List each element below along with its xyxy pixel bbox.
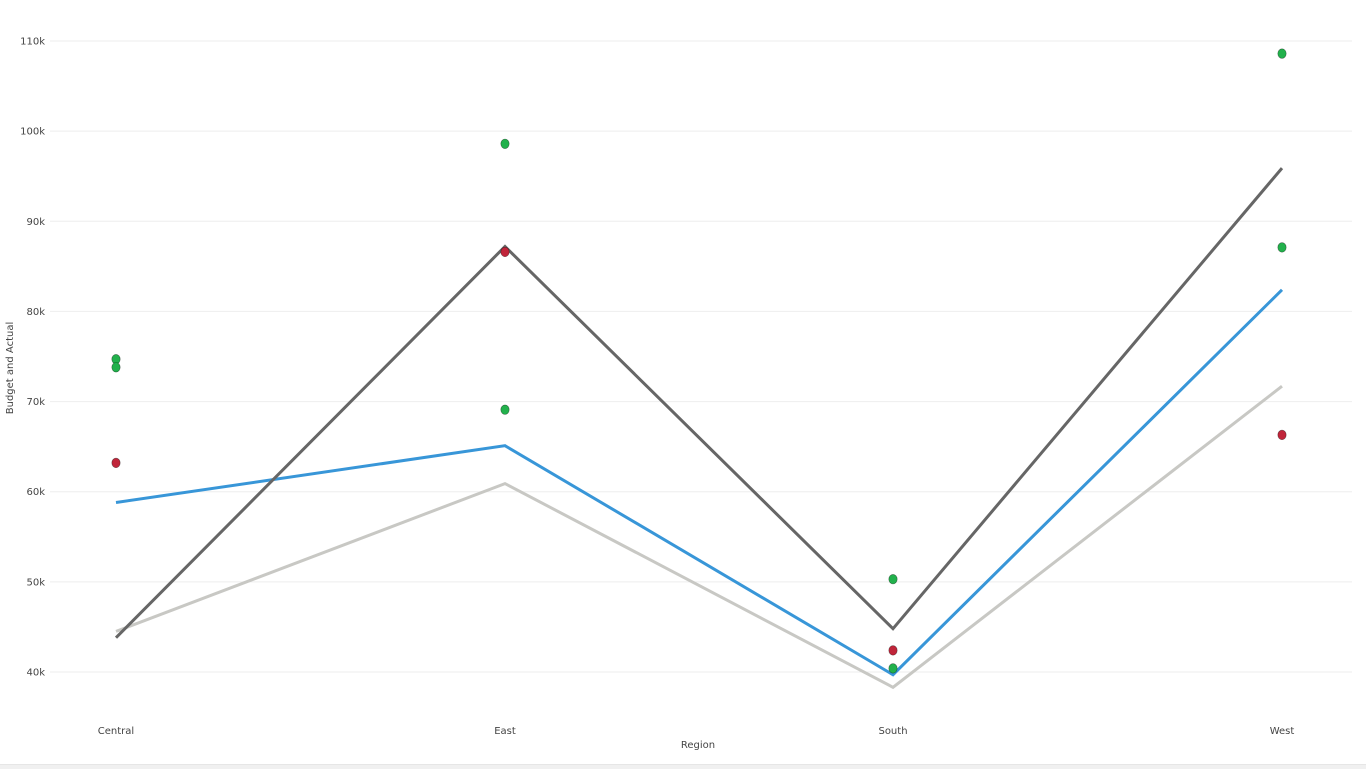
data-point-3[interactable]: [111, 457, 121, 469]
data-point-3[interactable]: [888, 645, 898, 656]
data-point-3[interactable]: [1277, 429, 1287, 441]
y-axis-title: Budget and Actual: [5, 322, 16, 414]
data-point-2[interactable]: [888, 663, 898, 674]
x-tick-label: West: [1270, 726, 1295, 737]
data-point-1[interactable]: [500, 138, 510, 149]
y-tick-label: 50k: [26, 577, 45, 588]
y-tick-label: 100k: [20, 127, 45, 138]
x-axis-ticks: Central East South West: [98, 726, 1295, 737]
y-tick-label: 70k: [26, 397, 45, 408]
x-axis-title: Region: [681, 740, 715, 751]
x-tick-label: South: [878, 726, 907, 737]
data-point-1[interactable]: [888, 574, 898, 585]
y-tick-label: 80k: [26, 307, 45, 318]
y-tick-label: 60k: [26, 487, 45, 498]
data-point-2[interactable]: [111, 362, 121, 373]
data-point-1[interactable]: [1277, 48, 1287, 59]
x-tick-label: Central: [98, 726, 134, 737]
y-axis-ticks: 40k 50k 60k 70k 80k 90k 100k 110k: [20, 37, 45, 679]
series-line-1: [114, 167, 1284, 639]
y-tick-label: 40k: [26, 668, 45, 679]
y-tick-label: 110k: [20, 37, 45, 48]
data-point-3[interactable]: [500, 246, 510, 257]
series-layer: [111, 48, 1287, 690]
y-tick-label: 90k: [26, 217, 45, 228]
data-point-2[interactable]: [1277, 242, 1287, 253]
series-line-3: [115, 385, 1283, 690]
x-tick-label: East: [494, 726, 516, 737]
series-line-2: [115, 288, 1284, 677]
data-point-2[interactable]: [500, 404, 510, 415]
footer-bar: [0, 764, 1366, 769]
grid-layer: [50, 40, 1352, 673]
